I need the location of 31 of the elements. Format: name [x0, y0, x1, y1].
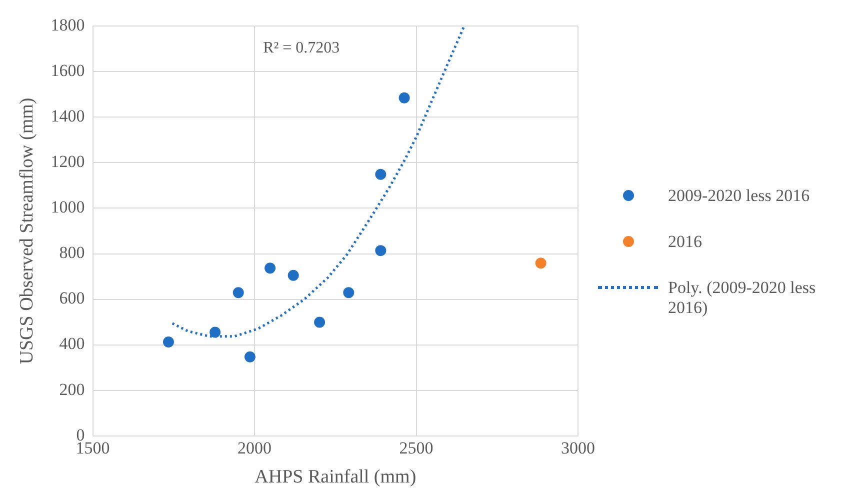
- x-tick-label: 2500: [399, 438, 434, 458]
- y-tick-label: 1600: [50, 61, 85, 80]
- point: [314, 316, 326, 328]
- point: [210, 326, 221, 338]
- y-tick-label: 1800: [50, 16, 85, 35]
- x-tick-label: 2000: [238, 438, 272, 458]
- point: [232, 287, 244, 298]
- y-tick-label: 400: [59, 334, 85, 354]
- legend-label: 2016: [668, 232, 702, 252]
- x-tick-label: 3000: [561, 438, 595, 458]
- point: [162, 336, 174, 348]
- point: [343, 287, 354, 298]
- legend-label: 2009-2020 less 2016: [668, 186, 810, 206]
- y-tick-label: 1200: [50, 152, 85, 172]
- y-tick-label: 200: [59, 380, 85, 399]
- point: [288, 270, 299, 281]
- point: [375, 245, 386, 256]
- y-tick-label: 800: [59, 243, 85, 262]
- point: [535, 258, 546, 269]
- legend-label: Poly. (2009-2020 less 2016): [668, 278, 817, 318]
- point: [244, 351, 256, 362]
- point: [398, 92, 410, 104]
- y-tick-label: 1000: [50, 198, 85, 217]
- line-series: [171, 26, 466, 338]
- point: [264, 262, 276, 274]
- x-axis-title: AHPS Rainfall (mm): [254, 466, 416, 488]
- point: [375, 168, 386, 180]
- y-tick-label: 1400: [50, 106, 85, 126]
- annotation: R² = 0.7203: [263, 39, 340, 56]
- y-axis-title: USGS Observed Streamflow (mm): [16, 98, 38, 364]
- y-tick-label: 600: [59, 288, 85, 308]
